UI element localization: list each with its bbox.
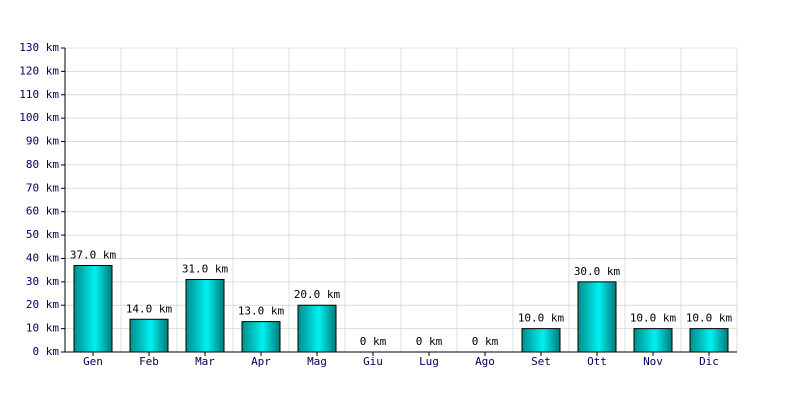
value-label: 0 km bbox=[360, 335, 387, 348]
bar bbox=[689, 328, 729, 353]
y-tick-label: 90 km bbox=[26, 135, 59, 148]
value-label: 10.0 km bbox=[686, 312, 733, 325]
bar bbox=[241, 321, 281, 353]
y-tick-label: 100 km bbox=[19, 111, 59, 124]
x-tick-label: Apr bbox=[251, 355, 271, 368]
x-tick-label: Gen bbox=[83, 355, 103, 368]
value-label: 14.0 km bbox=[126, 302, 173, 315]
y-tick-label: 10 km bbox=[26, 322, 59, 335]
bar bbox=[129, 318, 169, 353]
value-label: 0 km bbox=[416, 335, 443, 348]
bar bbox=[521, 328, 561, 353]
bar bbox=[73, 264, 113, 353]
y-tick-label: 60 km bbox=[26, 205, 59, 218]
bar bbox=[185, 279, 225, 353]
x-tick-label: Mar bbox=[195, 355, 215, 368]
y-tick-label: 30 km bbox=[26, 275, 59, 288]
y-tick-label: 20 km bbox=[26, 298, 59, 311]
x-tick-label: Set bbox=[531, 355, 551, 368]
value-label: 10.0 km bbox=[518, 312, 565, 325]
value-label: 31.0 km bbox=[182, 263, 229, 276]
y-tick-label: 50 km bbox=[26, 228, 59, 241]
value-label: 37.0 km bbox=[70, 248, 117, 261]
x-tick-label: Dic bbox=[699, 355, 719, 368]
bar bbox=[297, 304, 337, 353]
y-tick-label: 70 km bbox=[26, 181, 59, 194]
x-tick-label: Mag bbox=[307, 355, 327, 368]
x-tick-label: Ott bbox=[587, 355, 607, 368]
x-tick-label: Giu bbox=[363, 355, 383, 368]
x-tick-label: Nov bbox=[643, 355, 663, 368]
x-tick-label: Lug bbox=[419, 355, 439, 368]
y-tick-label: 110 km bbox=[19, 88, 59, 101]
y-tick-label: 120 km bbox=[19, 64, 59, 77]
y-tick-label: 80 km bbox=[26, 158, 59, 171]
value-label: 20.0 km bbox=[294, 288, 341, 301]
y-tick-label: 130 km bbox=[19, 41, 59, 54]
value-label: 30.0 km bbox=[574, 265, 621, 278]
value-label: 0 km bbox=[472, 335, 499, 348]
x-tick-label: Ago bbox=[475, 355, 495, 368]
bar bbox=[577, 281, 617, 353]
value-label: 13.0 km bbox=[238, 305, 285, 318]
y-tick-label: 0 km bbox=[33, 345, 60, 358]
x-tick-label: Feb bbox=[139, 355, 159, 368]
bar bbox=[633, 328, 673, 353]
y-tick-label: 40 km bbox=[26, 251, 59, 264]
value-label: 10.0 km bbox=[630, 312, 677, 325]
